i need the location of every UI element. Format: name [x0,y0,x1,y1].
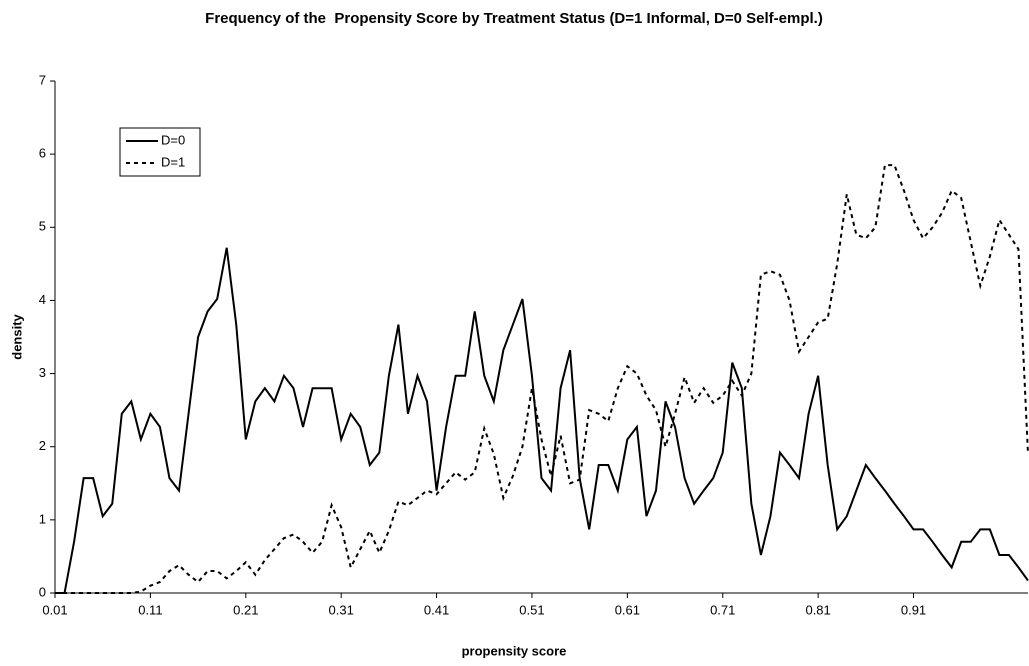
y-axis-label: density [9,313,24,359]
y-tick-label: 4 [39,292,46,307]
line-series [55,164,1029,594]
y-tick-label: 1 [39,511,46,526]
legend-label: D=0 [161,132,185,147]
x-tick-label: 0.31 [329,602,354,617]
x-tick-label: 0.81 [805,602,830,617]
legend-label: D=1 [161,154,185,169]
x-tick-label: 0.91 [901,602,926,617]
chart-title: Frequency of the Propensity Score by Tre… [205,10,823,27]
x-tick-label: 0.51 [519,602,544,617]
x-tick-label: 0.01 [42,602,67,617]
x-tick-label: 0.21 [233,602,258,617]
y-tick-label: 0 [39,584,46,599]
y-tick-label: 3 [39,365,46,380]
x-tick-label: 0.61 [615,602,640,617]
x-tick-label: 0.41 [424,602,449,617]
x-tick-label: 0.11 [138,602,162,617]
y-tick-label: 2 [39,438,46,453]
y-tick-label: 6 [39,146,46,161]
y-tick-label: 5 [39,219,46,234]
legend-box [119,127,201,177]
y-tick-label: 7 [39,72,46,87]
line-series [55,247,1029,594]
x-tick-label: 0.71 [710,602,735,617]
x-axis-label: propensity score [462,643,567,658]
